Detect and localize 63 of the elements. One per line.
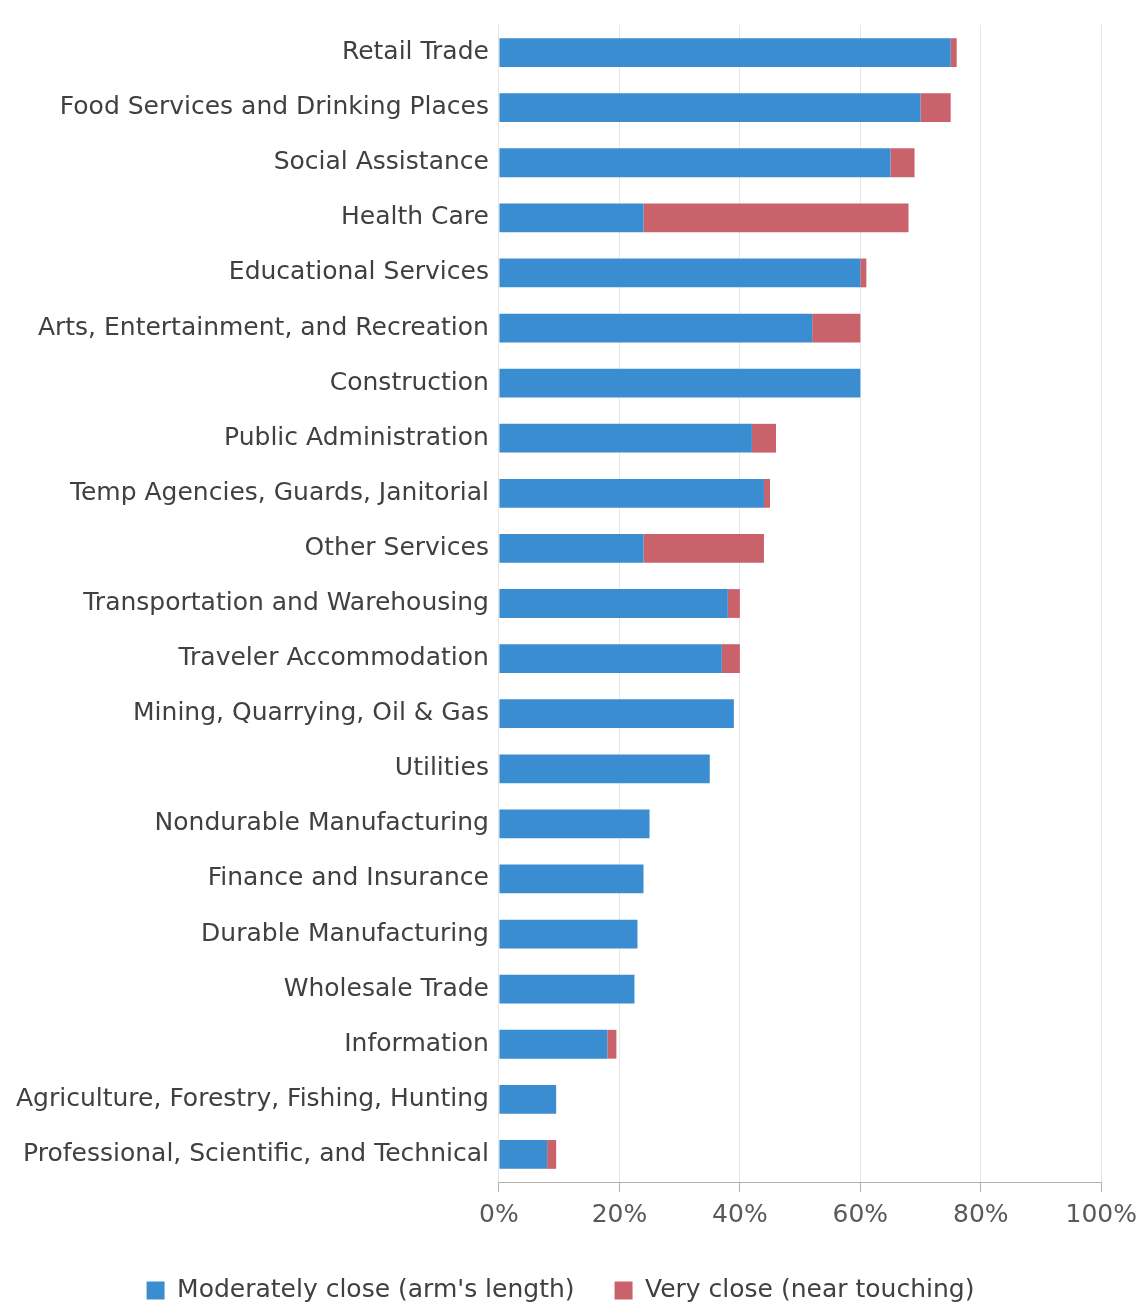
bar — [607, 1029, 617, 1059]
bar — [499, 534, 644, 563]
y-tick-label: Mining, Quarrying, Oil & Gas — [133, 697, 489, 727]
bar — [721, 644, 740, 673]
y-tick-label: Retail Trade — [341, 36, 489, 66]
y-tick-label: Agriculture, Forestry, Fishing, Hunting — [16, 1082, 489, 1112]
x-tick-label: 60% — [832, 1198, 889, 1228]
bar — [890, 148, 915, 178]
y-tick-label: Professional, Scientific, and Technical — [23, 1137, 489, 1167]
y-tick-label: Health Care — [341, 201, 489, 231]
bar — [499, 1084, 557, 1114]
bar — [950, 38, 957, 67]
bar — [499, 93, 921, 123]
bar — [499, 423, 752, 453]
y-tick-label: Construction — [329, 366, 489, 396]
bar — [499, 809, 650, 839]
y-tick-label: Utilities — [394, 752, 489, 782]
bar — [499, 644, 722, 673]
bar — [499, 478, 764, 508]
x-tick-label: 80% — [953, 1198, 1009, 1228]
y-tick-label: Social Assistance — [273, 146, 489, 176]
bar — [547, 1140, 557, 1169]
y-tick-label: Finance and Insurance — [207, 862, 489, 892]
y-tick-label: Educational Services — [228, 256, 489, 286]
bar — [812, 313, 861, 343]
bar — [499, 919, 638, 949]
bar — [499, 699, 734, 729]
bar — [499, 1029, 608, 1059]
bar — [499, 589, 728, 618]
x-tick-label: 0% — [479, 1198, 519, 1228]
y-tick-label: Wholesale Trade — [283, 972, 489, 1002]
bar — [860, 258, 867, 288]
y-tick-label: Public Administration — [224, 421, 489, 451]
legend-label: Moderately close (arm's length) — [177, 1274, 575, 1303]
y-tick-label: Temp Agencies, Guards, Janitorial — [68, 476, 489, 506]
x-tick-label: 20% — [591, 1198, 648, 1228]
bar — [499, 974, 635, 1004]
bar — [499, 754, 710, 784]
y-tick-label: Other Services — [304, 531, 489, 561]
bar — [499, 203, 644, 233]
x-tick-label: 100% — [1065, 1198, 1138, 1228]
x-tick-label: 40% — [712, 1198, 768, 1228]
y-tick-label: Transportation and Warehousing — [82, 587, 489, 616]
bar — [727, 589, 740, 618]
bar — [763, 478, 770, 508]
bar — [499, 864, 644, 894]
bar — [751, 423, 777, 453]
bar — [499, 258, 861, 288]
bar — [643, 534, 764, 563]
y-tick-label: Arts, Entertainment, and Recreation — [37, 311, 489, 341]
y-tick-label: Information — [344, 1027, 489, 1057]
y-tick-label: Food Services and Drinking Places — [59, 91, 489, 121]
bar — [499, 1140, 548, 1169]
bar — [499, 38, 951, 67]
bar — [499, 368, 861, 398]
y-tick-label: Traveler Accommodation — [177, 642, 489, 672]
bar — [920, 93, 951, 123]
legend-label: Very close (near touching) — [645, 1274, 975, 1303]
y-tick-label: Nondurable Manufacturing — [154, 807, 489, 837]
bar — [499, 313, 813, 343]
y-tick-label: Durable Manufacturing — [201, 917, 489, 947]
bar — [643, 203, 909, 233]
bar — [499, 148, 891, 178]
